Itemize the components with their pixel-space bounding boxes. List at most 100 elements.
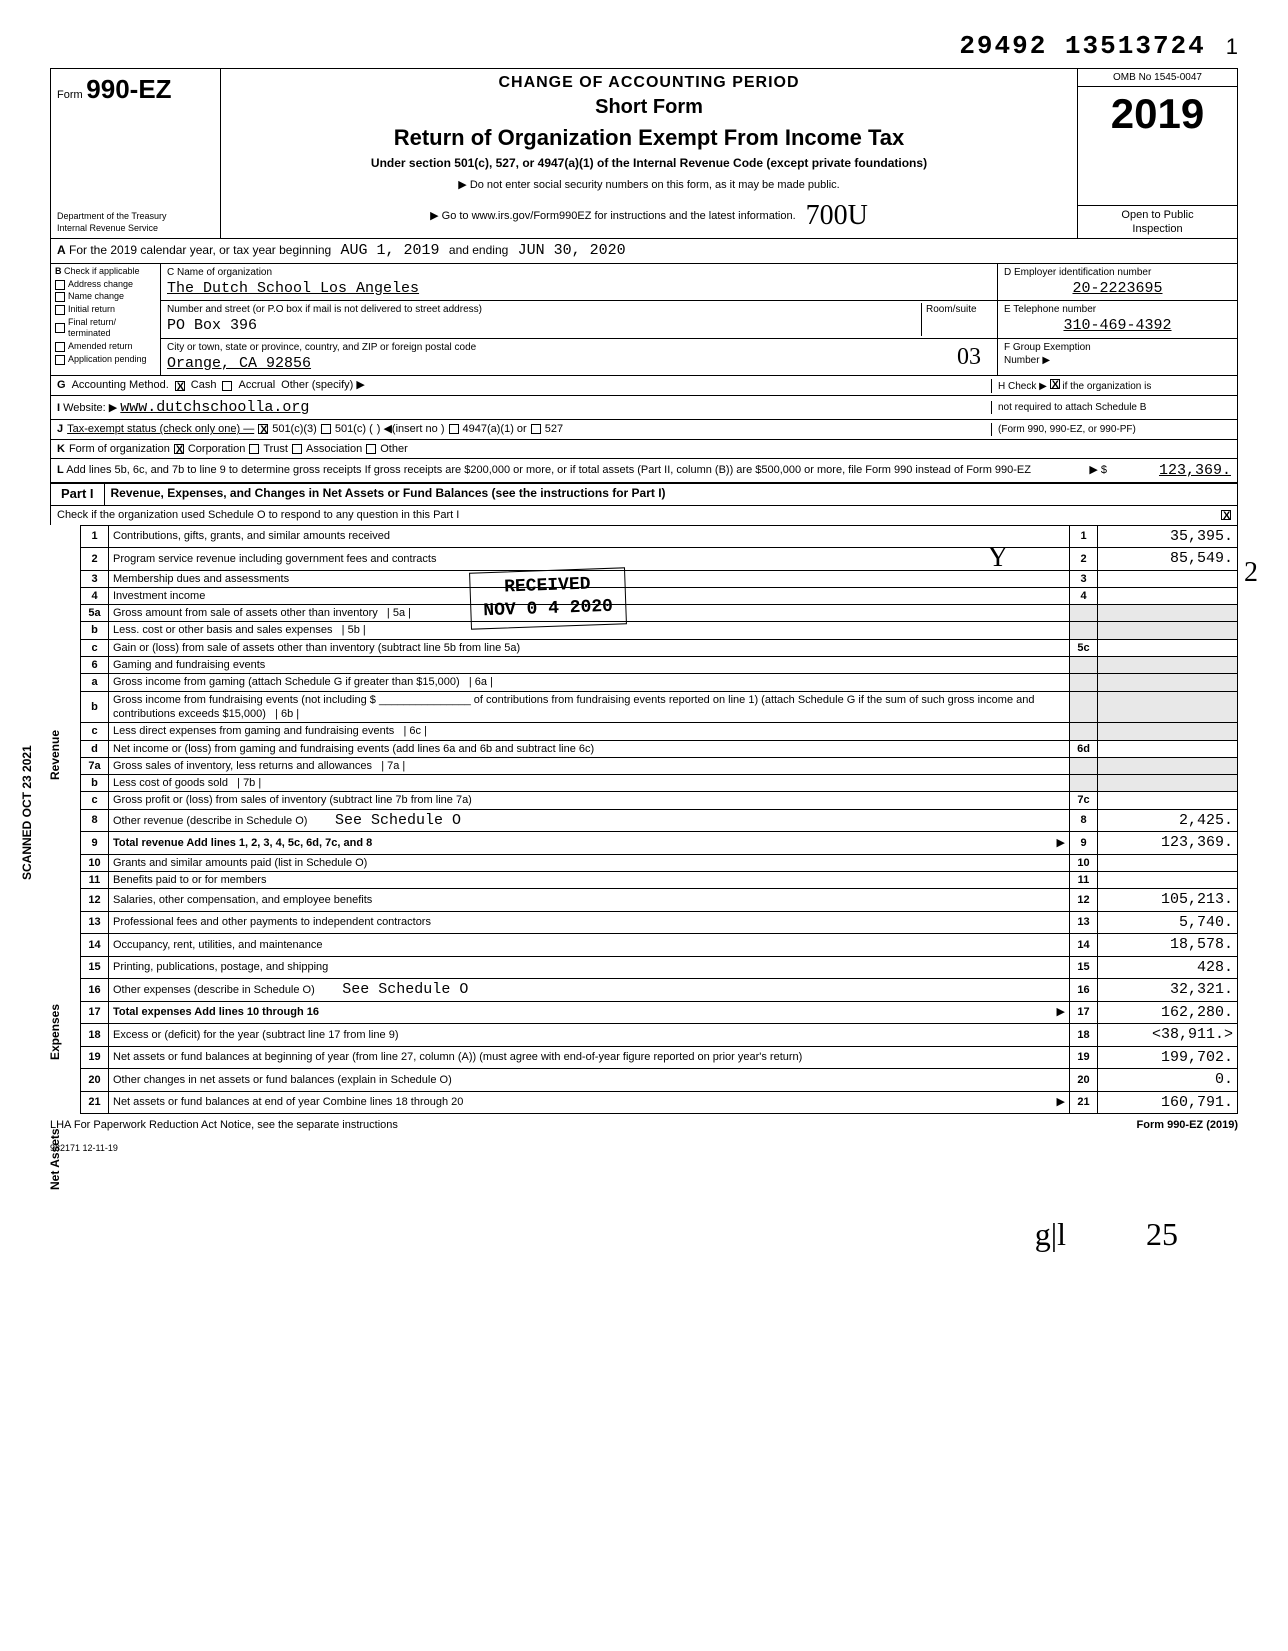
ln6c-desc: Less direct expenses from gaming and fun…: [113, 725, 394, 737]
ln-9: 9: [81, 832, 109, 855]
chk-501c3[interactable]: [258, 424, 268, 434]
side-revenue: Revenue: [48, 730, 64, 780]
ln-2: 2: [81, 548, 109, 571]
ln6c-col: 6c: [409, 725, 421, 737]
ln1-amt: 35,395.: [1098, 525, 1238, 548]
ln7a-shade2: [1098, 757, 1238, 774]
ln-6b: b: [81, 691, 109, 723]
chk-accrual[interactable]: [222, 381, 232, 391]
ln20-num: 20: [1070, 1069, 1098, 1092]
ln5c-amt: [1098, 639, 1238, 656]
ln21-arrow: ▶: [1057, 1095, 1065, 1109]
g-accrual: Accrual: [238, 378, 275, 392]
chk-other-org[interactable]: [366, 444, 376, 454]
k-o2: Trust: [263, 442, 288, 456]
chk-amended-return[interactable]: [55, 342, 65, 352]
ln1-desc: Contributions, gifts, grants, and simila…: [109, 525, 1070, 548]
ln5b-shade: [1070, 622, 1098, 639]
handwritten-page-25: 25: [1146, 1214, 1178, 1256]
ln19-amt: 199,702.: [1098, 1046, 1238, 1069]
chk-cash[interactable]: [175, 381, 185, 391]
ln15-desc: Printing, publications, postage, and shi…: [109, 956, 1070, 979]
chk-address-change[interactable]: [55, 280, 65, 290]
ln6a-desc: Gross income from gaming (attach Schedul…: [113, 676, 460, 688]
ln6d-amt: [1098, 740, 1238, 757]
ln5a-shade2: [1098, 605, 1238, 622]
ln-11: 11: [81, 872, 109, 889]
l-text: Add lines 5b, 6c, and 7b to line 9 to de…: [66, 464, 1031, 476]
ln21-amt: 160,791.: [1098, 1091, 1238, 1114]
ln9-arrow: ▶: [1057, 836, 1065, 850]
page-number-top: 1: [1226, 33, 1238, 62]
ln-21: 21: [81, 1091, 109, 1114]
ln1-num: 1: [1070, 525, 1098, 548]
ln11-amt: [1098, 872, 1238, 889]
b-label: Check if applicable: [64, 266, 140, 276]
ln11-num: 11: [1070, 872, 1098, 889]
ln-6a: a: [81, 674, 109, 691]
a-end-date: JUN 30, 2020: [518, 242, 626, 259]
ln-10: 10: [81, 854, 109, 871]
a-text1: For the 2019 calendar year, or tax year …: [69, 243, 331, 257]
ln-14: 14: [81, 934, 109, 957]
ln-12: 12: [81, 889, 109, 912]
ln6-shade: [1070, 657, 1098, 674]
ln6-shade2: [1098, 657, 1238, 674]
chk-527[interactable]: [531, 424, 541, 434]
ln6d-num: 6d: [1070, 740, 1098, 757]
ln13-num: 13: [1070, 911, 1098, 934]
dept-treasury: Department of the Treasury: [57, 211, 214, 223]
ln4-amt: [1098, 587, 1238, 604]
ln-13: 13: [81, 911, 109, 934]
ln7a-shade: [1070, 757, 1098, 774]
ln21-desc: Net assets or fund balances at end of ye…: [113, 1096, 463, 1108]
j-o4: 4947(a)(1) or: [463, 422, 527, 436]
chk-name-change[interactable]: [55, 292, 65, 302]
ln-5a: 5a: [81, 605, 109, 622]
ln-7a: 7a: [81, 757, 109, 774]
ln5a-desc: Gross amount from sale of assets other t…: [113, 607, 378, 619]
chk-association[interactable]: [292, 444, 302, 454]
part1-title: Revenue, Expenses, and Changes in Net As…: [105, 484, 1237, 505]
form-header: Form 990-EZ Department of the Treasury I…: [50, 68, 1238, 239]
chk-final-return[interactable]: [55, 323, 65, 333]
j-o1: 501(c)(3): [272, 422, 317, 436]
ln-3: 3: [81, 570, 109, 587]
c-city-label: City or town, state or province, country…: [167, 341, 957, 354]
chk-initial-return[interactable]: [55, 305, 65, 315]
chk-schedule-o-part1[interactable]: [1221, 510, 1231, 520]
chk-4947[interactable]: [449, 424, 459, 434]
ln-5b: b: [81, 622, 109, 639]
chk-application-pending[interactable]: [55, 355, 65, 365]
org-name: The Dutch School Los Angeles: [167, 279, 991, 299]
ln7b-desc: Less cost of goods sold: [113, 777, 228, 789]
h-text4: (Form 990, 990-EZ, or 990-PF): [991, 423, 1231, 436]
b-item-2: Initial return: [68, 304, 115, 316]
ln11-desc: Benefits paid to or for members: [109, 872, 1070, 889]
form-footer-ref: Form 990-EZ (2019): [1137, 1118, 1238, 1132]
ln6b-shade: [1070, 691, 1098, 723]
b-item-0: Address change: [68, 279, 133, 291]
ln12-num: 12: [1070, 889, 1098, 912]
ln20-desc: Other changes in net assets or fund bala…: [109, 1069, 1070, 1092]
under-section: Under section 501(c), 527, or 4947(a)(1)…: [229, 156, 1069, 172]
ln-7b: b: [81, 775, 109, 792]
b-item-3: Final return/ terminated: [68, 317, 156, 340]
d-ein-label: D Employer identification number: [1004, 266, 1231, 279]
dln-number: 29492 13513724: [959, 30, 1205, 64]
chk-schedule-b[interactable]: [1050, 379, 1060, 389]
chk-corporation[interactable]: [174, 444, 184, 454]
ln16-num: 16: [1070, 979, 1098, 1002]
i-label: Website: ▶: [63, 402, 117, 414]
ln-19: 19: [81, 1046, 109, 1069]
ln-18: 18: [81, 1024, 109, 1047]
chk-trust[interactable]: [249, 444, 259, 454]
f-grp-label: F Group Exemption: [1004, 341, 1231, 354]
ln5c-num: 5c: [1070, 639, 1098, 656]
chk-501c[interactable]: [321, 424, 331, 434]
ln8-num: 8: [1070, 809, 1098, 832]
ln14-amt: 18,578.: [1098, 934, 1238, 957]
handwritten-initials: g|l: [1035, 1214, 1066, 1256]
ln14-num: 14: [1070, 934, 1098, 957]
h-text2: if the organization is: [1062, 381, 1151, 392]
